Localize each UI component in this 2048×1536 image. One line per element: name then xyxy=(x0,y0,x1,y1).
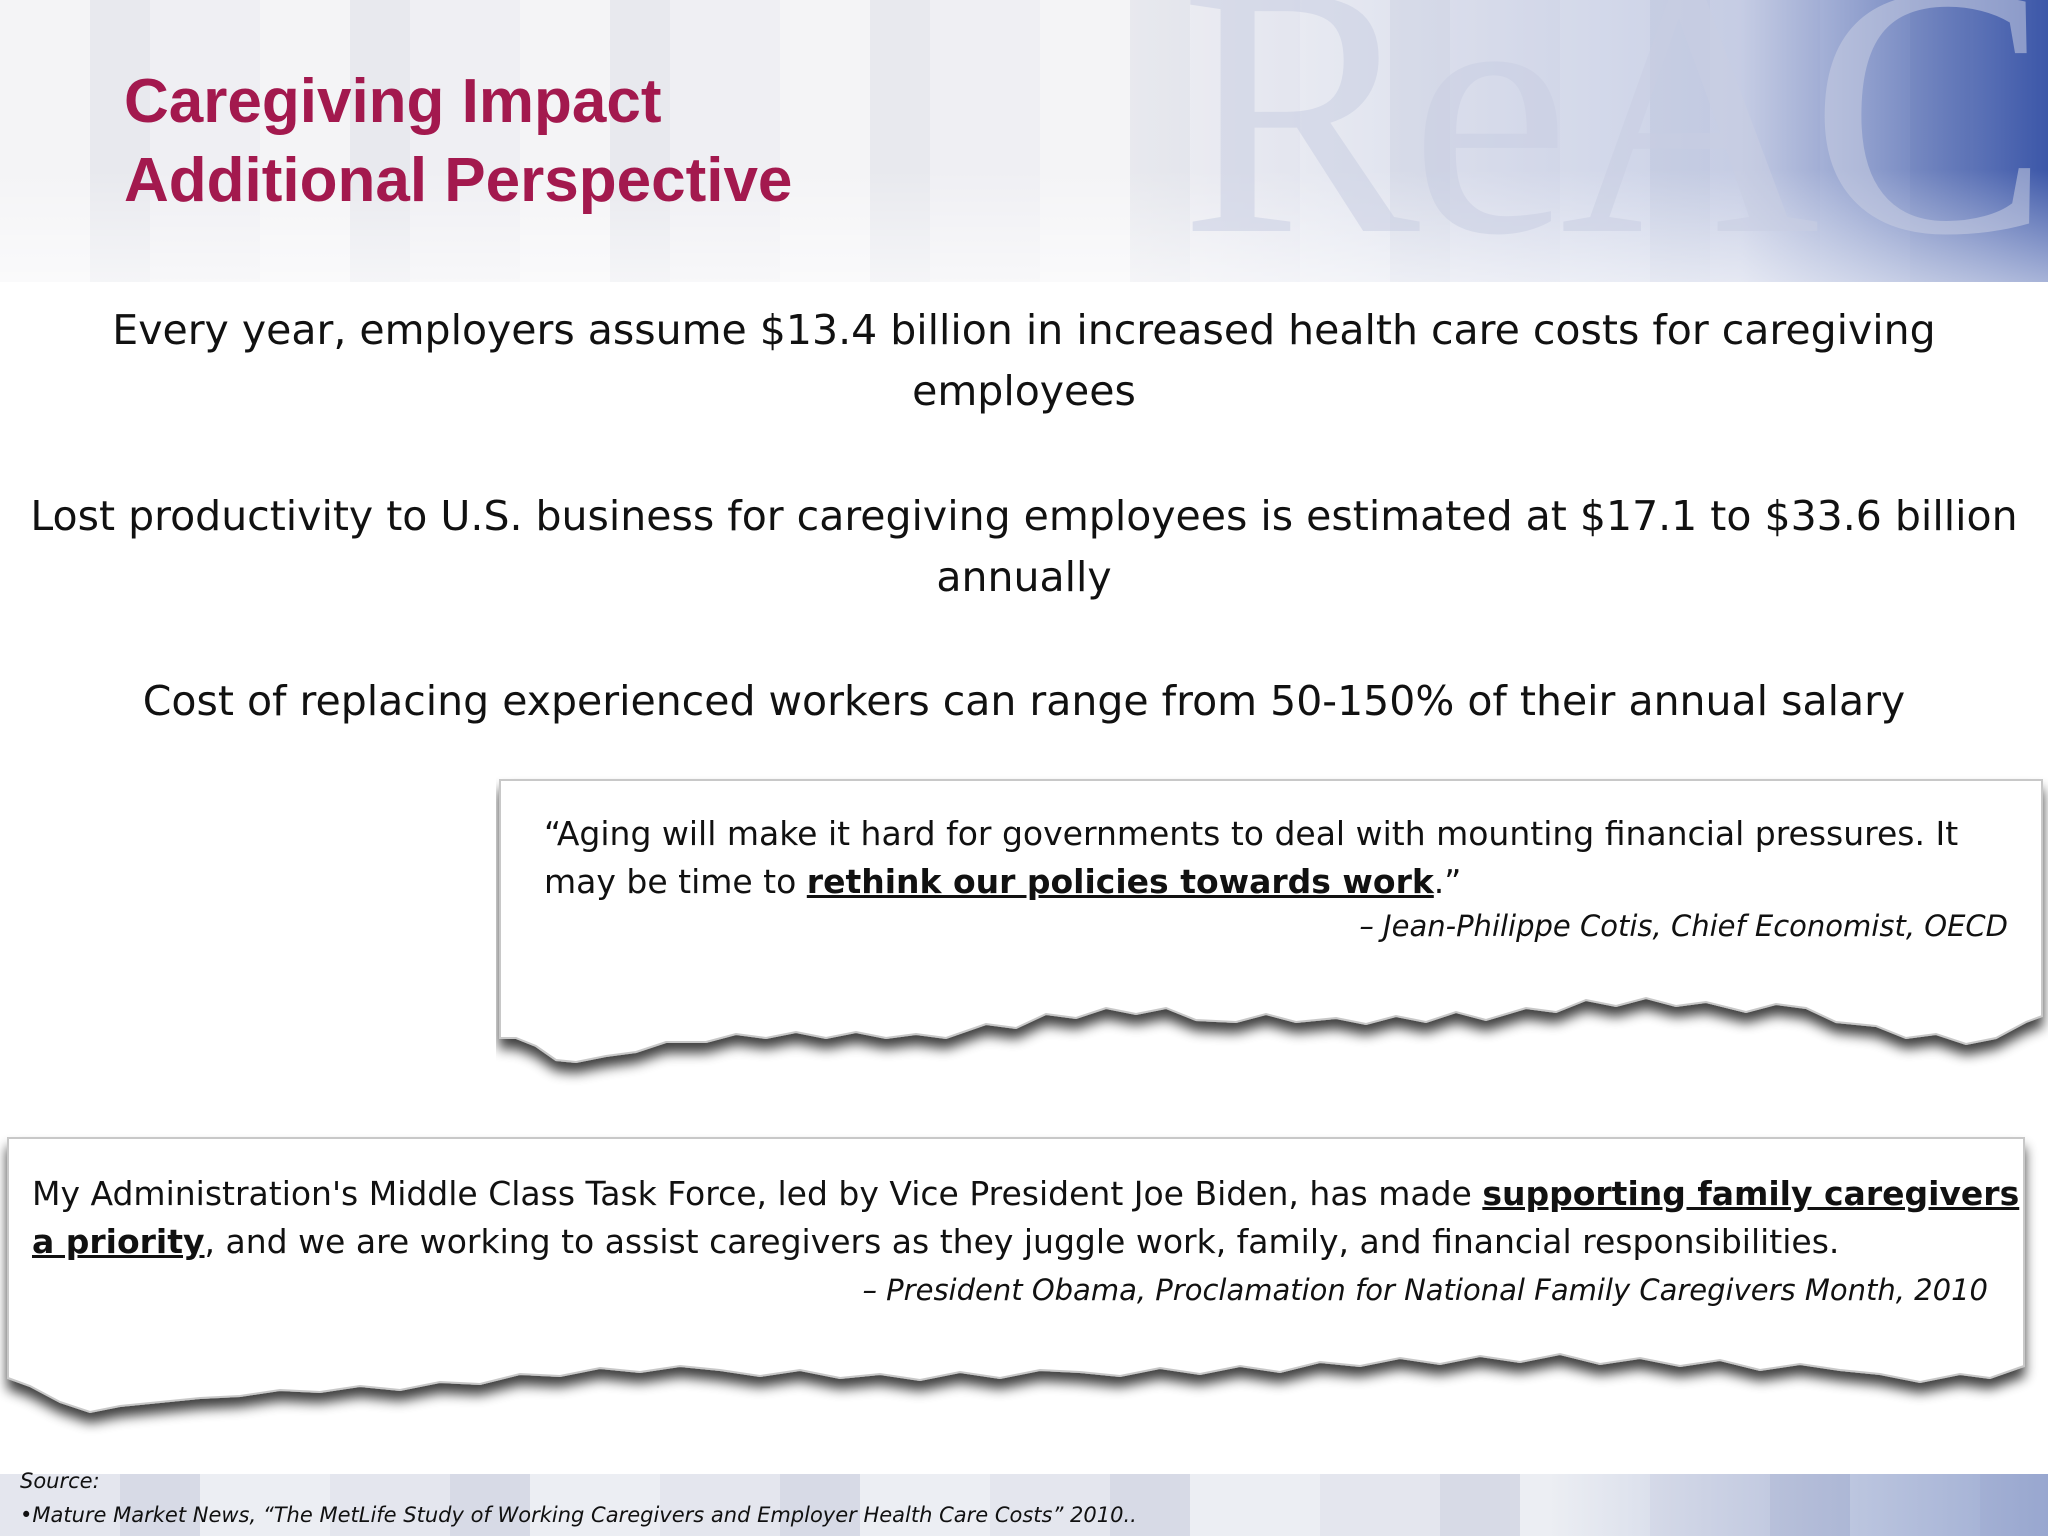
quote-box-oecd: “Aging will make it hard for governments… xyxy=(496,776,2048,1116)
quote-oecd-attribution: – Jean-Philippe Cotis, Chief Economist, … xyxy=(1359,909,2008,943)
stat-lost-productivity: Lost productivity to U.S. business for c… xyxy=(30,492,2018,601)
footer-band xyxy=(0,1474,2048,1536)
quote-box-obama: My Administration's Middle Class Task Fo… xyxy=(0,1134,2040,1454)
quote-obama-text: My Administration's Middle Class Task Fo… xyxy=(32,1174,2020,1261)
quote-obama-emphasis: supporting family caregivers a priority xyxy=(32,1174,2020,1261)
torn-paper-shape xyxy=(7,1137,2025,1414)
stat-health-care-costs: Every year, employers assume $13.4 billi… xyxy=(112,306,1936,415)
source-label: Source: xyxy=(20,1469,100,1493)
source-citation: Source: •Mature Market News, “The MetLif… xyxy=(20,1464,1137,1532)
quote-obama-attribution: – President Obama, Proclamation for Nati… xyxy=(862,1273,1988,1307)
source-text: •Mature Market News, “The MetLife Study … xyxy=(20,1503,1137,1527)
header-background xyxy=(0,0,2048,282)
stat-replacement-cost: Cost of replacing experienced workers ca… xyxy=(142,677,1906,725)
quote-oecd-emphasis: rethink our policies towards work xyxy=(806,862,1434,901)
header-banner: ReAC Caregiving Impact Additional Perspe… xyxy=(0,0,2048,282)
quote-oecd-text: “Aging will make it hard for governments… xyxy=(544,814,1959,901)
slide-title-line-1: Caregiving Impact xyxy=(124,67,662,136)
slide-title-line-2: Additional Perspective xyxy=(124,146,793,215)
torn-paper-shape xyxy=(499,779,2043,1064)
slide-title: Caregiving Impact Additional Perspective xyxy=(124,62,792,220)
